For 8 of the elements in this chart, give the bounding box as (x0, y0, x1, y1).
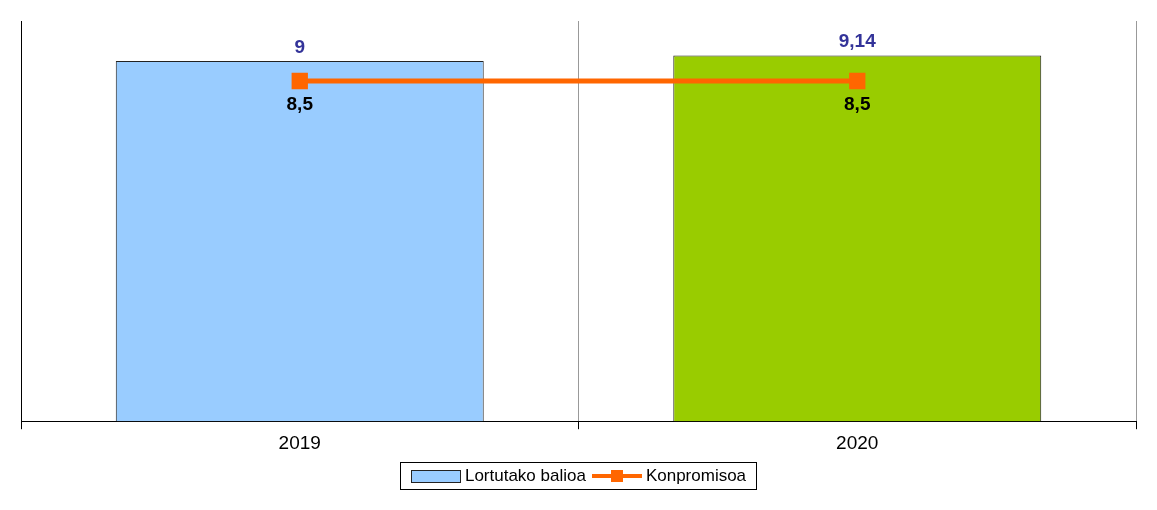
data-label: 8,5 (844, 92, 871, 114)
data-label: 9,14 (838, 30, 877, 52)
data-label: 9 (294, 35, 306, 57)
x-tick-label: 2019 (278, 431, 321, 453)
legend-label: Lortutako balioa (464, 466, 586, 486)
legend-label: Konpromisoa (645, 466, 747, 486)
x-tick-label: 2020 (836, 431, 879, 453)
data-label: 8,5 (286, 92, 314, 114)
